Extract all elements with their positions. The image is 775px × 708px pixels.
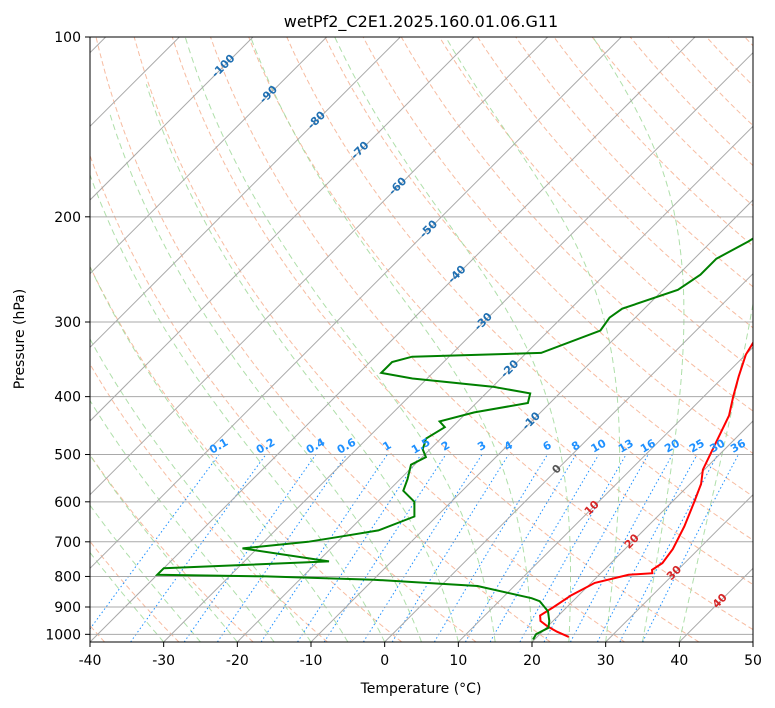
dry-adiabat-line — [209, 37, 753, 631]
mixing-ratio-line — [297, 454, 422, 642]
plot-frame — [89, 36, 754, 643]
y-tick-label: 1000 — [45, 627, 81, 643]
dry-adiabat-line — [90, 154, 477, 642]
x-axis: -40 -30 -20 -10 0 10 20 30 40 50 — [79, 642, 762, 669]
dewpoint-line — [154, 237, 753, 640]
dry-adiabat-line — [90, 265, 403, 642]
isotherm-line — [90, 37, 475, 422]
moist-adiabat-line — [109, 114, 422, 642]
moist-adiabat-line — [592, 37, 685, 642]
y-axis: 100 200 300 400 500 600 700 800 900 1000 — [45, 30, 90, 643]
x-tick-label: 10 — [449, 653, 467, 669]
isotherm-line — [384, 272, 753, 642]
y-tick-label: 400 — [54, 390, 81, 406]
x-tick-label: -20 — [226, 653, 249, 669]
pressure-gridlines — [90, 37, 753, 635]
plot-area: -100-90-80-70-60-50-40-30-20-10010203040… — [90, 37, 753, 642]
mixing-ratio-line — [90, 454, 220, 630]
x-tick-label: 40 — [670, 653, 688, 669]
mixing-ratio-line — [519, 454, 627, 642]
moist-adiabat-line — [250, 37, 533, 642]
dry-adiabat-line — [477, 37, 753, 329]
y-tick-label: 600 — [54, 495, 81, 511]
moist-adiabat-line — [678, 301, 753, 642]
x-tick-label: 30 — [597, 653, 615, 669]
isotherm-line — [236, 125, 753, 642]
moist-adiabat-line — [90, 265, 349, 642]
isotherm-line — [310, 199, 753, 642]
moist-adiabat-line — [145, 84, 459, 642]
y-axis-label: Pressure (hPa) — [12, 289, 28, 389]
mixing-ratio-line — [130, 454, 267, 642]
x-tick-label: 50 — [744, 653, 762, 669]
mixing-ratio-line — [433, 454, 548, 642]
mixing-ratio-line — [260, 454, 388, 642]
isotherm-line — [90, 37, 549, 496]
isotherm-line — [531, 420, 753, 642]
sounding-series — [154, 237, 753, 640]
dry-adiabat-line — [95, 37, 551, 642]
isotherm-line — [605, 493, 753, 642]
mixing-ratio-line — [464, 454, 577, 642]
isotherm-line — [90, 37, 328, 275]
moist-adiabat-line — [184, 37, 496, 642]
moist-adiabat-line — [90, 338, 312, 642]
dry-adiabat-line — [324, 37, 753, 498]
dry-adiabat-line — [400, 37, 753, 412]
moist-adiabat-line — [90, 504, 201, 642]
moist-adiabat-line — [90, 399, 275, 642]
y-tick-label: 700 — [54, 535, 81, 551]
x-tick-label: 0 — [380, 653, 389, 669]
mixing-ratio-line — [489, 454, 600, 642]
isotherm-line — [90, 37, 622, 570]
isotherm-line — [90, 37, 401, 349]
y-tick-label: 100 — [54, 30, 81, 46]
x-tick-label: -30 — [152, 653, 175, 669]
isotherms — [90, 37, 753, 642]
isotherm-line — [90, 37, 696, 642]
moist-adiabats — [90, 37, 753, 642]
chart-title: wetPf2_C2E1.2025.160.01.06.G11 — [284, 12, 558, 32]
y-tick-label: 200 — [54, 210, 81, 226]
dry-adiabat-line — [248, 37, 753, 586]
mixing-ratio-line — [323, 454, 447, 642]
dry-adiabat-line — [362, 37, 753, 455]
y-tick-label: 500 — [54, 448, 81, 464]
x-tick-label: -10 — [300, 653, 323, 669]
temperature-line — [539, 340, 753, 638]
moist-adiabat-line — [334, 37, 571, 642]
mixing-ratio-line — [596, 454, 698, 642]
x-tick-label: -40 — [79, 653, 102, 669]
isotherm-line — [90, 37, 254, 201]
moist-adiabat-line — [90, 173, 386, 642]
mixing-ratio-line — [569, 454, 673, 642]
dry-adiabat-line — [286, 37, 753, 541]
moist-adiabat-line — [445, 37, 621, 642]
x-tick-label: 20 — [523, 653, 541, 669]
y-tick-label: 300 — [54, 315, 81, 331]
y-tick-label: 900 — [54, 600, 81, 616]
y-tick-label: 800 — [54, 569, 81, 585]
dry-adiabat-line — [515, 37, 753, 288]
mixing-ratio-line — [183, 454, 317, 642]
dry-adiabat-line — [90, 540, 180, 642]
x-axis-label: Temperature (°C) — [360, 681, 482, 697]
isotherm-line — [163, 51, 753, 642]
isotherm-line — [457, 346, 753, 642]
dry-adiabat-line — [171, 37, 700, 642]
